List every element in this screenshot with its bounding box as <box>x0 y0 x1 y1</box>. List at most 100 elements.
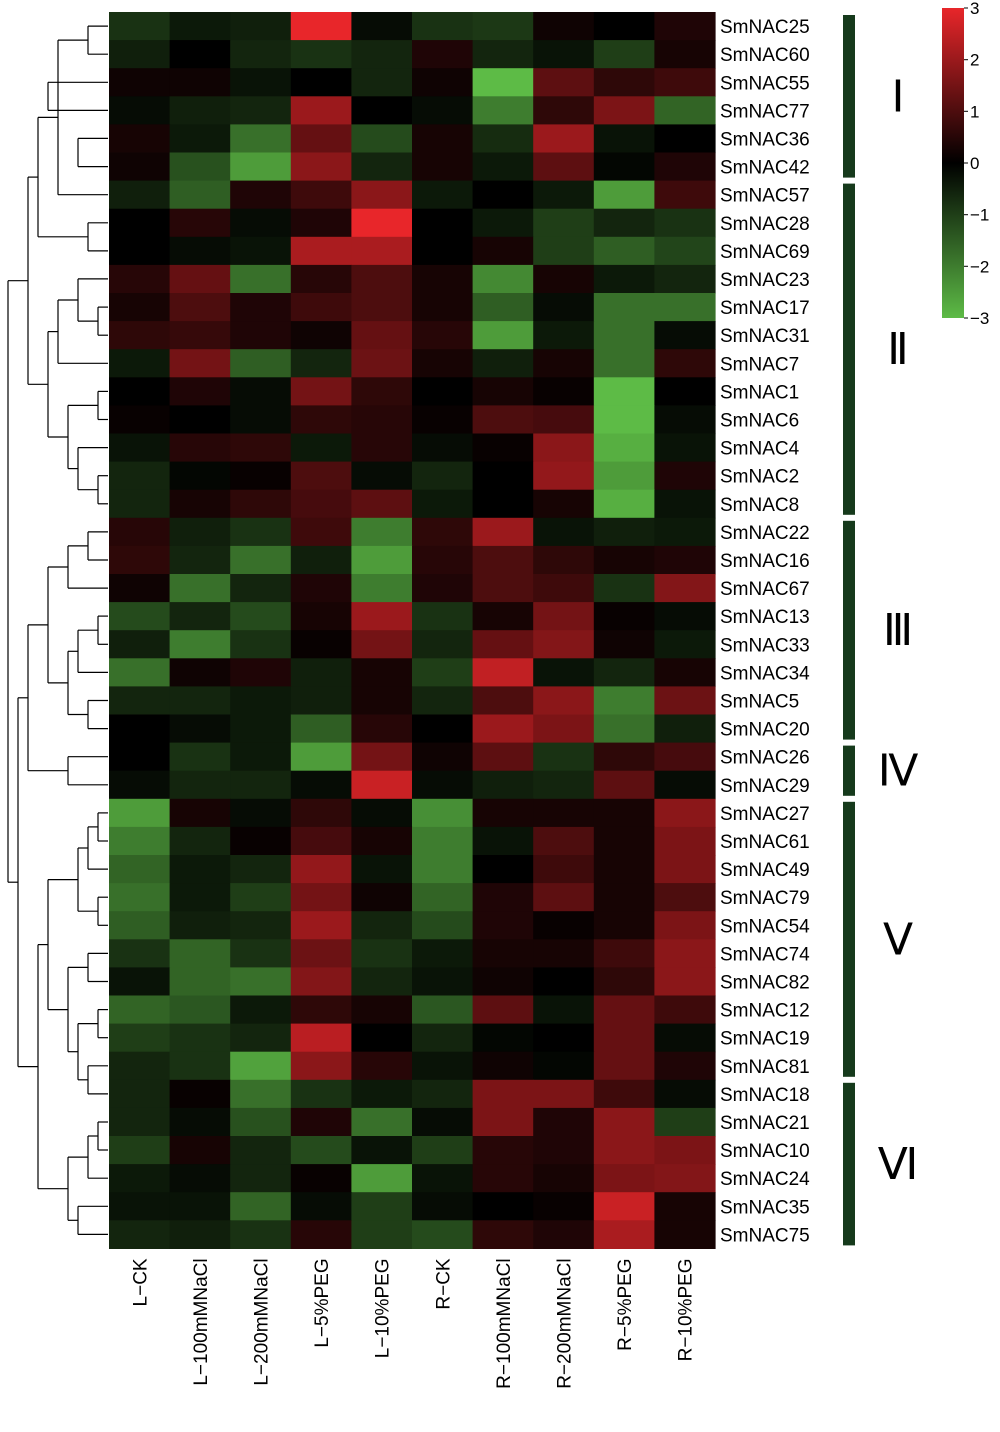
cell-SmNAC36-3 <box>230 124 292 154</box>
cell-SmNAC67-9 <box>593 574 655 603</box>
cell-SmNAC42-3 <box>230 152 292 182</box>
cell-SmNAC61-2 <box>169 826 231 856</box>
row-label: SmNAC23 <box>720 270 810 291</box>
cell-SmNAC57-9 <box>593 180 655 210</box>
cell-SmNAC79-9 <box>593 883 655 912</box>
cell-SmNAC10-5 <box>351 1136 413 1165</box>
cell-SmNAC61-3 <box>230 826 292 856</box>
group-label: Ⅲ <box>883 606 913 655</box>
cell-SmNAC18-7 <box>472 1079 534 1109</box>
colorbar-tick-label: −1 <box>970 206 989 225</box>
cell-SmNAC27-7 <box>472 798 534 828</box>
cell-SmNAC18-1 <box>109 1079 171 1109</box>
row-label: SmNAC7 <box>720 354 799 375</box>
cell-SmNAC24-7 <box>472 1164 534 1193</box>
cell-SmNAC35-5 <box>351 1192 413 1221</box>
column-label: R−100mMNaCl <box>494 1258 515 1388</box>
cell-SmNAC42-7 <box>472 152 534 182</box>
cell-SmNAC54-7 <box>472 911 534 940</box>
cell-SmNAC49-4 <box>290 855 352 884</box>
cell-SmNAC4-6 <box>412 433 474 463</box>
cell-SmNAC27-5 <box>351 798 413 828</box>
cell-SmNAC33-5 <box>351 630 413 659</box>
cell-SmNAC23-5 <box>351 264 413 294</box>
cell-SmNAC13-5 <box>351 602 413 631</box>
cell-SmNAC12-2 <box>169 995 231 1025</box>
cell-SmNAC34-2 <box>169 658 231 687</box>
cell-SmNAC19-5 <box>351 1023 413 1053</box>
row-label: SmNAC22 <box>720 523 810 544</box>
row-label: SmNAC24 <box>720 1169 810 1190</box>
cell-SmNAC31-9 <box>593 321 655 350</box>
cell-SmNAC79-5 <box>351 883 413 912</box>
row-label: SmNAC5 <box>720 692 799 713</box>
cell-SmNAC57-2 <box>169 180 231 210</box>
cell-SmNAC61-4 <box>290 826 352 856</box>
cell-SmNAC22-6 <box>412 517 474 547</box>
cell-SmNAC27-1 <box>109 798 171 828</box>
cell-SmNAC27-4 <box>290 798 352 828</box>
cell-SmNAC36-9 <box>593 124 655 154</box>
cell-SmNAC61-8 <box>533 826 595 856</box>
row-label: SmNAC55 <box>720 73 810 94</box>
cell-SmNAC81-2 <box>169 1051 231 1081</box>
cell-SmNAC35-7 <box>472 1192 534 1221</box>
cell-SmNAC28-6 <box>412 208 474 238</box>
cell-SmNAC6-7 <box>472 405 534 435</box>
cell-SmNAC2-1 <box>109 461 171 491</box>
cell-SmNAC1-7 <box>472 377 534 406</box>
cell-SmNAC55-8 <box>533 68 595 97</box>
cell-SmNAC42-4 <box>290 152 352 182</box>
cell-SmNAC20-9 <box>593 714 655 744</box>
cell-SmNAC18-3 <box>230 1079 292 1109</box>
cell-SmNAC13-1 <box>109 602 171 631</box>
cell-SmNAC12-6 <box>412 995 474 1025</box>
colorbar-tick-label: −2 <box>970 257 989 276</box>
cell-SmNAC4-4 <box>290 433 352 463</box>
cell-SmNAC69-3 <box>230 236 292 266</box>
cell-SmNAC60-8 <box>533 40 595 69</box>
cell-SmNAC5-2 <box>169 686 231 716</box>
row-labels: SmNAC25 SmNAC60 SmNAC55 SmNAC77 SmNAC36 SmNAC… <box>720 17 810 1246</box>
column-label: R−5%PEG <box>615 1258 636 1350</box>
cell-SmNAC8-1 <box>109 489 171 519</box>
cell-SmNAC18-5 <box>351 1079 413 1109</box>
cell-SmNAC16-2 <box>169 545 231 575</box>
cell-SmNAC55-10 <box>654 68 716 97</box>
cell-SmNAC61-10 <box>654 826 716 856</box>
cell-SmNAC4-9 <box>593 433 655 463</box>
cell-SmNAC17-7 <box>472 293 534 322</box>
cell-SmNAC20-1 <box>109 714 171 744</box>
row-label: SmNAC31 <box>720 326 810 347</box>
cell-SmNAC42-2 <box>169 152 231 182</box>
cell-SmNAC77-9 <box>593 96 655 125</box>
cell-SmNAC27-3 <box>230 798 292 828</box>
cell-SmNAC35-2 <box>169 1192 231 1221</box>
cell-SmNAC82-9 <box>593 967 655 997</box>
cell-SmNAC19-9 <box>593 1023 655 1053</box>
column-label: L−100mMNaCl <box>191 1258 212 1385</box>
cell-SmNAC24-8 <box>533 1164 595 1193</box>
cell-SmNAC67-10 <box>654 574 716 603</box>
cell-SmNAC19-7 <box>472 1023 534 1053</box>
cell-SmNAC1-10 <box>654 377 716 406</box>
cell-SmNAC82-10 <box>654 967 716 997</box>
cell-SmNAC6-5 <box>351 405 413 435</box>
cell-SmNAC5-1 <box>109 686 171 716</box>
cell-SmNAC49-5 <box>351 855 413 884</box>
cell-SmNAC21-6 <box>412 1107 474 1137</box>
cell-SmNAC10-6 <box>412 1136 474 1165</box>
cell-SmNAC4-1 <box>109 433 171 463</box>
cell-SmNAC6-10 <box>654 405 716 435</box>
cell-SmNAC35-3 <box>230 1192 292 1221</box>
cell-SmNAC23-9 <box>593 264 655 294</box>
cell-SmNAC24-1 <box>109 1164 171 1193</box>
cell-SmNAC27-8 <box>533 798 595 828</box>
cell-SmNAC36-4 <box>290 124 352 154</box>
cell-SmNAC26-4 <box>290 742 352 772</box>
row-label: SmNAC29 <box>720 776 810 797</box>
column-label: L−200mMNaCl <box>252 1258 273 1385</box>
group-label: Ⅵ <box>878 1140 919 1189</box>
cell-SmNAC5-10 <box>654 686 716 716</box>
